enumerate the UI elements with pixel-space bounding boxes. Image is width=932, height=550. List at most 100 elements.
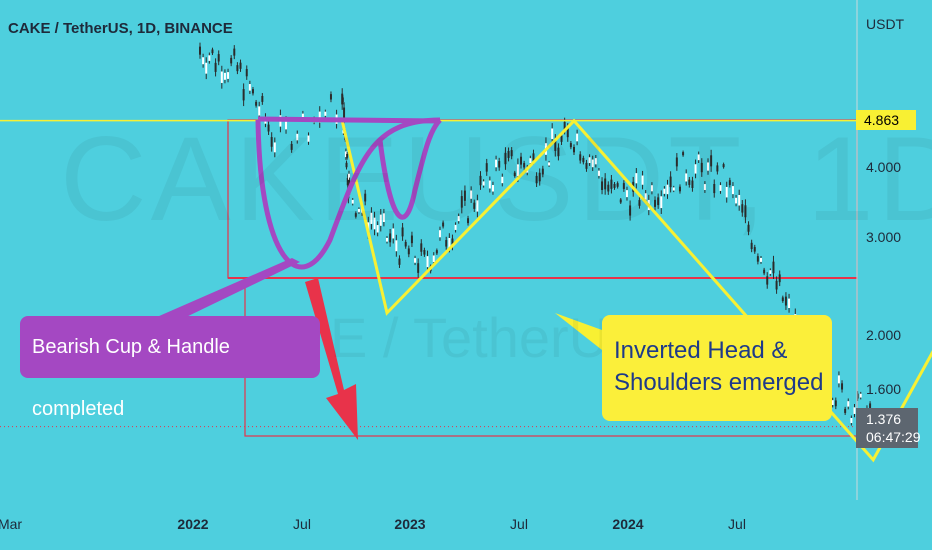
price-candle-body (296, 133, 299, 141)
price-candle-body (850, 417, 853, 424)
price-candle-body (588, 157, 591, 164)
y-tick-label: 2.000 (866, 327, 902, 343)
price-candle-body (227, 72, 230, 79)
price-candle-body (364, 193, 367, 202)
price-candle-body (688, 179, 691, 185)
price-candle-body (707, 162, 710, 171)
price-candle-body (700, 162, 703, 173)
price-candle-body (731, 186, 734, 195)
price-candle-body (697, 154, 700, 161)
price-candle-body (747, 224, 750, 232)
symbol-watermark: CAKEUSDT, 1D (60, 112, 932, 246)
price-candle-body (660, 196, 663, 209)
last-price-value: 1.376 (866, 411, 902, 427)
price-candle-body (199, 46, 201, 55)
price-candle-body (853, 407, 856, 414)
price-candle-body (267, 124, 270, 132)
price-candle-body (675, 157, 678, 167)
price-candle-body (417, 263, 420, 273)
price-candle-body (869, 403, 872, 408)
price-candle-body (285, 120, 288, 130)
price-candle-body (678, 186, 681, 192)
price-candle-body (576, 133, 579, 142)
price-candle-body (482, 181, 485, 186)
price-candle-body (560, 135, 563, 142)
price-candle-body (258, 106, 261, 116)
price-candle-body (223, 72, 226, 80)
price-candle-body (420, 243, 423, 252)
price-candle-body (713, 184, 716, 194)
price-candle-body (318, 111, 321, 123)
x-tick-label: Mar (0, 516, 23, 532)
price-candle-body (616, 183, 619, 187)
price-candle-body (672, 187, 675, 191)
price-candle-body (346, 177, 349, 186)
price-candle-body (301, 113, 304, 120)
price-candle-body (594, 158, 597, 165)
price-candle-body (354, 213, 357, 217)
price-candle-body (601, 181, 604, 190)
price-candle-body (255, 101, 258, 106)
price-candle-body (738, 194, 741, 206)
price-candle-body (613, 183, 616, 188)
price-candle-body (208, 55, 211, 61)
price-candle-body (573, 146, 575, 153)
price-candle-body (205, 62, 208, 74)
price-candle-body (435, 250, 438, 254)
price-candle-body (501, 176, 504, 184)
price-candle-body (685, 173, 688, 182)
price-candle-body (788, 298, 791, 309)
price-candle-body (557, 147, 560, 157)
price-candle-body (532, 153, 535, 161)
price-candle-body (270, 137, 273, 147)
price-candle-body (357, 208, 360, 213)
price-candle-body (607, 184, 610, 192)
price-candle-body (766, 276, 769, 285)
price-candle-body (401, 227, 404, 237)
price-candle-body (834, 400, 837, 407)
price-candle-body (457, 216, 460, 222)
price-candle-body (414, 258, 417, 263)
price-candle-body (629, 205, 632, 216)
price-candle-body (669, 176, 672, 188)
price-candle-body (373, 217, 376, 230)
y-tick-label: 1.600 (866, 381, 902, 398)
price-candle-body (694, 164, 697, 174)
price-candle-body (410, 235, 413, 244)
price-candle-body (473, 202, 476, 209)
bar-countdown: 06:47:29 (866, 429, 921, 445)
price-candle-body (395, 240, 398, 252)
price-unit-label: USDT (866, 16, 905, 32)
price-candle-body (781, 297, 784, 302)
price-candle-body (591, 159, 594, 168)
price-candle-body (772, 261, 775, 274)
price-candle-body (351, 199, 354, 204)
x-tick-label: Jul (293, 516, 311, 532)
price-candle-body (261, 95, 264, 102)
price-candle-body (488, 180, 491, 189)
price-candle-body (233, 48, 236, 56)
price-candle-body (725, 186, 728, 198)
price-candle-body (324, 111, 327, 116)
price-candle-body (641, 175, 644, 185)
price-candle-body (741, 204, 744, 213)
price-candle-body (529, 158, 532, 164)
price-candle-body (719, 185, 722, 191)
price-candle-body (538, 172, 541, 182)
price-candle-body (548, 162, 551, 166)
symbol-watermark-secondary: E / TetherUS (330, 306, 647, 369)
price-candle-body (604, 178, 607, 190)
inverted-hs-line1: Inverted Head & (614, 337, 788, 364)
price-candle-body (710, 155, 713, 167)
x-tick-label: Jul (728, 516, 746, 532)
price-candle-body (236, 65, 239, 72)
head-shoulders-zigzag (340, 118, 932, 463)
price-candle-body (346, 153, 349, 158)
price-candle-body (566, 127, 569, 138)
price-candle-body (778, 274, 781, 283)
price-candle-body (750, 242, 753, 250)
y-tick-label: 3.000 (866, 228, 902, 245)
x-tick-label: Jul (510, 516, 528, 532)
inverted-hs-line2: Shoulders emerged (614, 369, 824, 396)
